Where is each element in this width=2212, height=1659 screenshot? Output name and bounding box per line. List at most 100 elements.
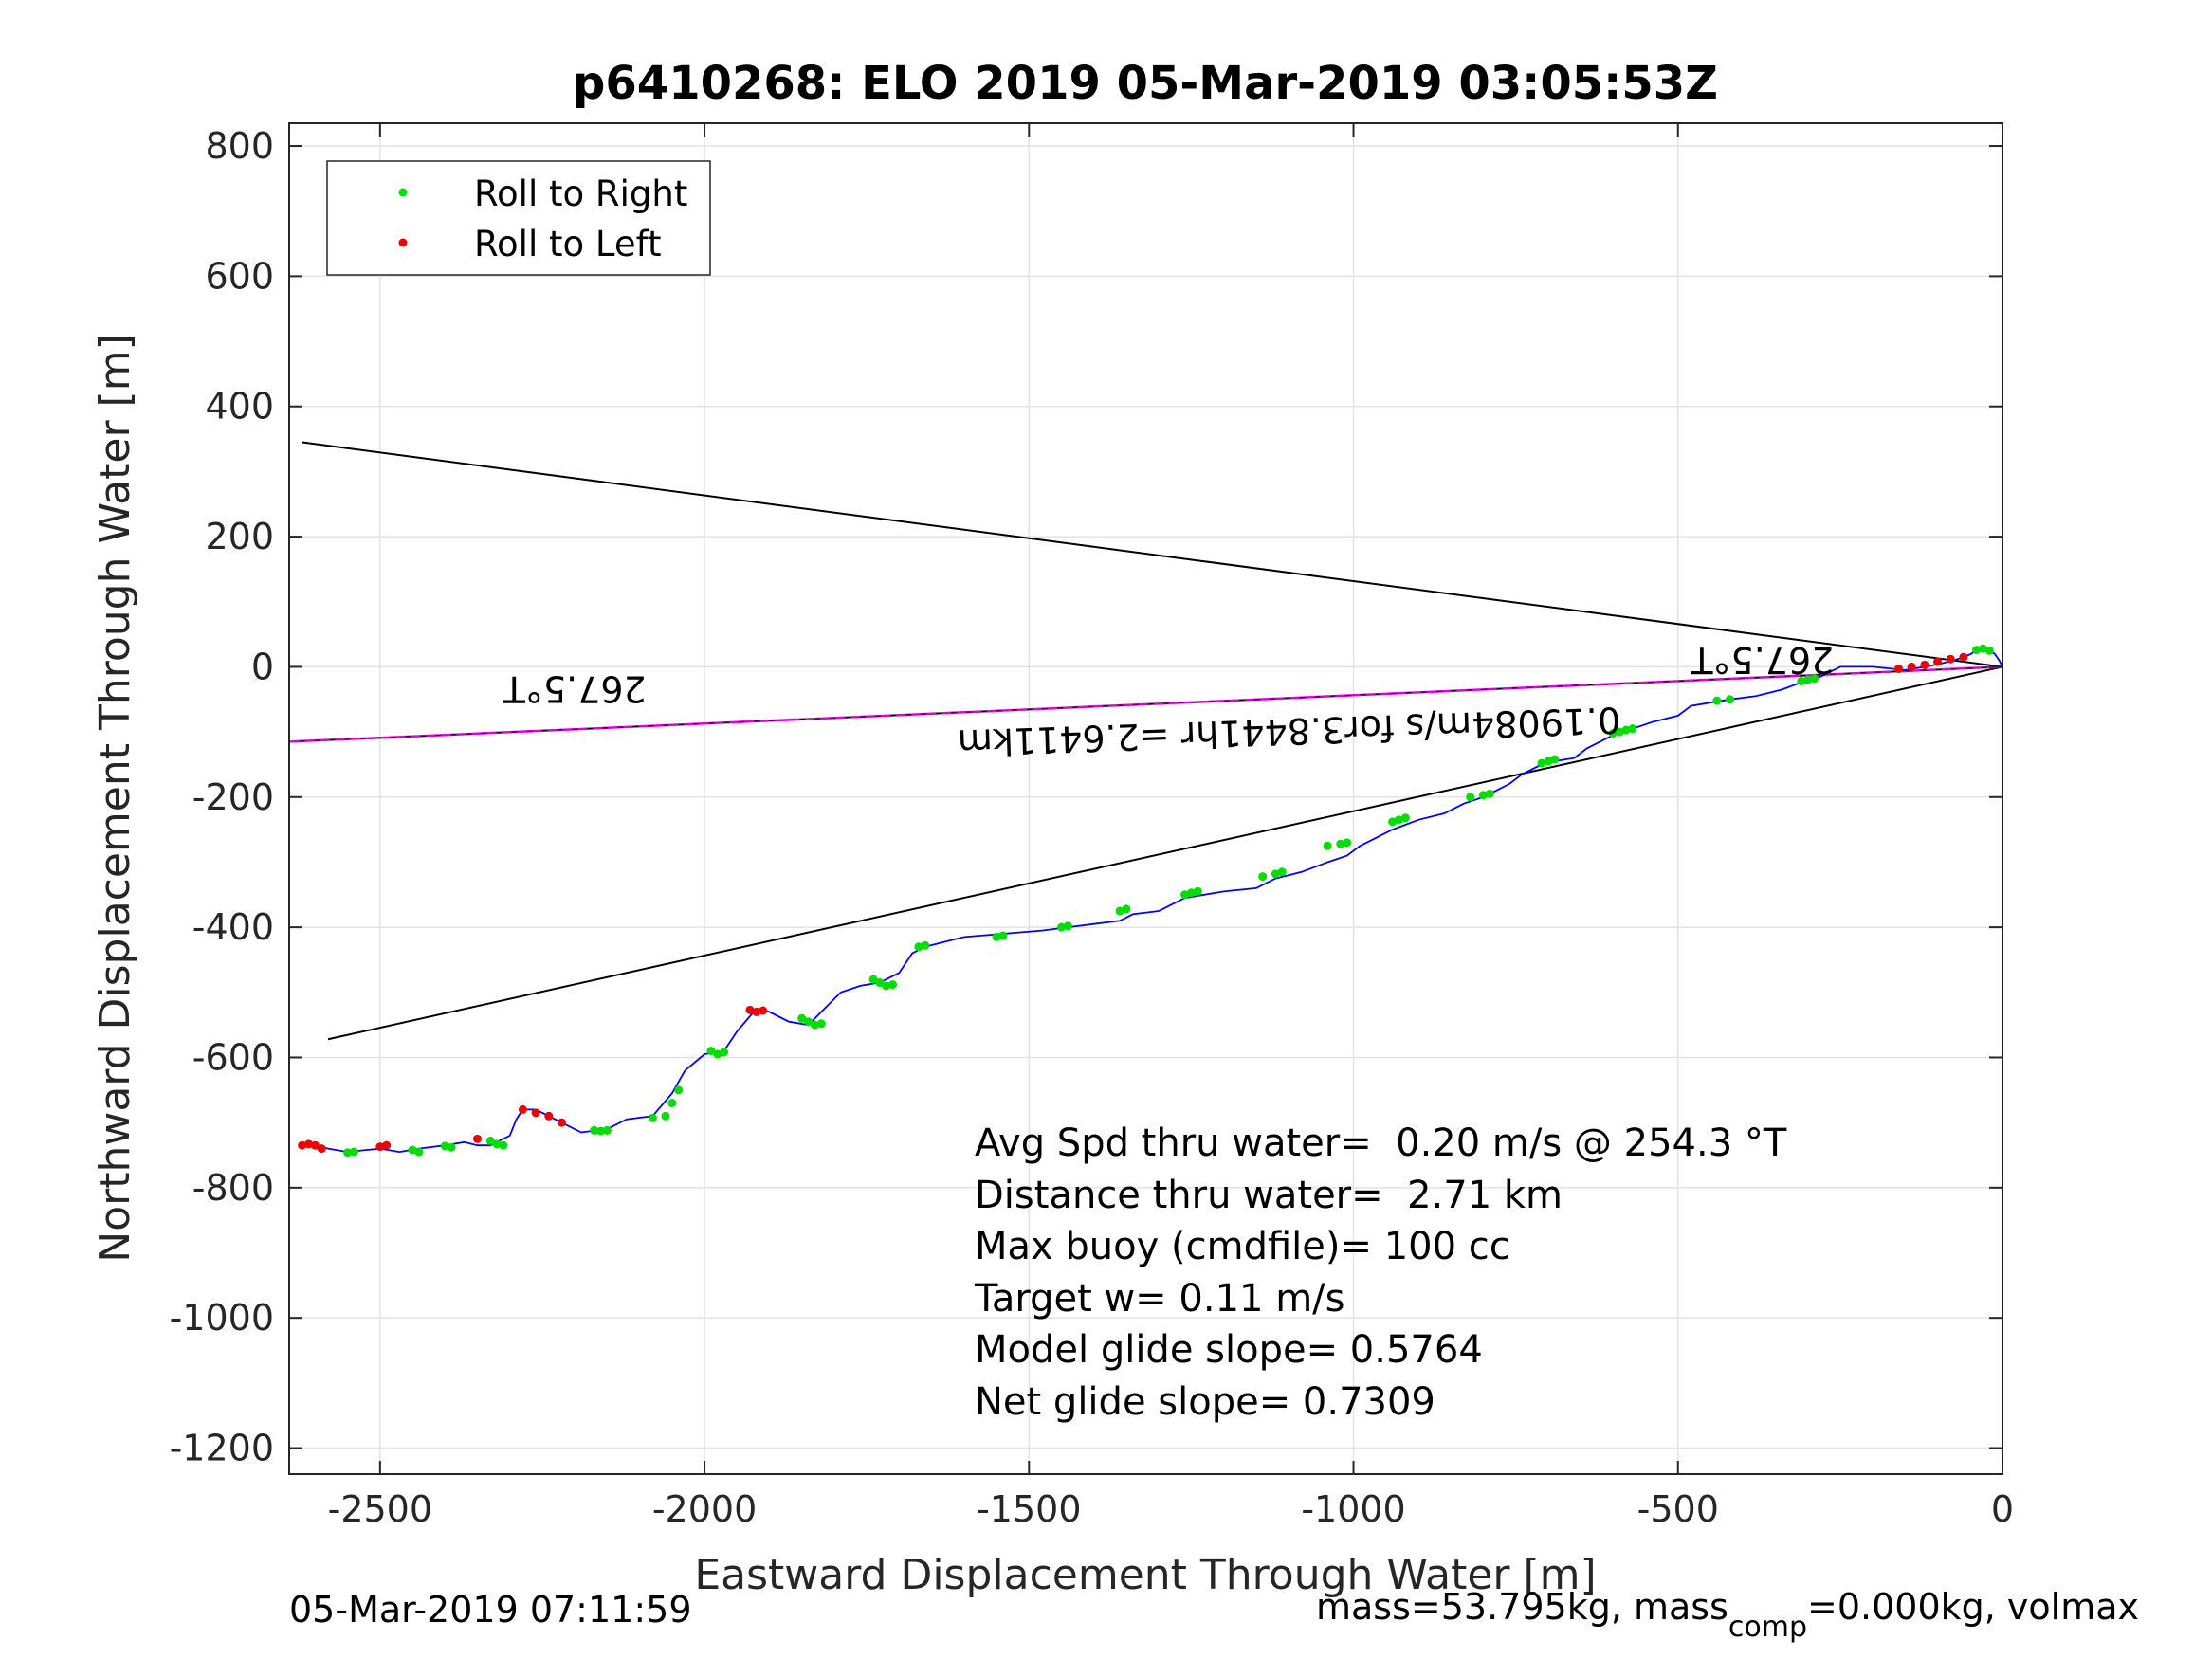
y-tick-label: 800 [205, 125, 274, 167]
roll-left-point [544, 1111, 554, 1121]
guide-lines [302, 441, 2003, 1041]
roll-right-point [882, 981, 891, 991]
plot-area [289, 123, 2002, 1474]
x-axis-title: Eastward Displacement Through Water [m] [694, 1551, 1596, 1599]
roll-right-point [667, 1099, 677, 1108]
roll-points [298, 644, 1994, 1158]
roll-right-point [1271, 869, 1280, 879]
stats-block: Avg Spd thru water= 0.20 m/s @ 254.3 °T … [974, 1121, 1787, 1424]
x-tick-label: -2500 [328, 1488, 432, 1530]
roll-right-point [1388, 817, 1398, 827]
roll-right-point [1803, 675, 1813, 684]
roll-right-point [1485, 789, 1494, 798]
roll-left-point [557, 1118, 566, 1127]
x-tick-label: -2000 [652, 1488, 757, 1530]
annotation-text: 267.5°T [503, 668, 647, 710]
roll-left-point [752, 1007, 761, 1016]
roll-left-point [310, 1140, 320, 1150]
roll-right-point [414, 1147, 424, 1157]
stat-target-w: Target w= 0.11 m/s [974, 1277, 1344, 1321]
roll-left-point [1946, 654, 1955, 664]
footer-mass-prefix: mass=53.795kg, mass [1316, 1586, 1728, 1628]
legend-marker-left [398, 238, 408, 247]
roll-right-point [492, 1139, 502, 1149]
current-vector-dash [288, 665, 2003, 742]
roll-right-point [1343, 838, 1352, 848]
roll-right-point [602, 1125, 612, 1135]
roll-right-point [1193, 886, 1202, 896]
roll-right-point [1544, 757, 1553, 766]
y-tick-label: 600 [205, 255, 274, 297]
roll-right-point [914, 942, 923, 952]
roll-right-point [485, 1136, 495, 1145]
roll-right-point [1478, 791, 1488, 800]
roll-right-point [1628, 724, 1637, 734]
roll-right-point [1537, 758, 1546, 768]
roll-right-point [1712, 696, 1722, 705]
roll-right-point [590, 1125, 599, 1135]
roll-right-point [868, 975, 878, 984]
stat-net-glide: Net glide slope= 0.7309 [975, 1380, 1435, 1424]
roll-right-point [1466, 793, 1475, 802]
roll-right-point [648, 1113, 657, 1122]
y-tick-label: -1200 [170, 1428, 274, 1469]
roll-right-point [1726, 695, 1735, 704]
stat-model-glide: Model glide slope= 0.5764 [975, 1328, 1483, 1372]
roll-right-point [1323, 841, 1332, 850]
roll-right-point [797, 1013, 807, 1023]
axis-ticks: -2500 -2000 -1500 -1000 -500 0 800 600 400 200 0 -2… [170, 123, 2014, 1530]
roll-right-point [349, 1147, 358, 1157]
roll-right-point [499, 1140, 508, 1150]
footer-timestamp: 05-Mar-2019 07:11:59 [289, 1589, 692, 1631]
roll-left-point [745, 1005, 755, 1014]
x-tick-label: -1000 [1301, 1488, 1405, 1530]
roll-right-point [720, 1048, 729, 1057]
x-tick-label: -1500 [977, 1488, 1081, 1530]
roll-right-point [1180, 890, 1190, 900]
footer-mass-suffix: =0.000kg, volmax [1807, 1586, 2139, 1628]
guide-line [327, 665, 2003, 1041]
roll-left-point [472, 1134, 482, 1143]
roll-right-point [1186, 888, 1196, 898]
roll-right-point [447, 1142, 456, 1152]
roll-right-point [1336, 839, 1345, 848]
roll-right-point [1122, 904, 1131, 914]
roll-right-point [1063, 921, 1072, 931]
roll-right-point [1978, 644, 1987, 653]
roll-right-point [875, 978, 885, 988]
plot-frame [288, 122, 2003, 1475]
footer-mass-sub: comp [1728, 1611, 1807, 1644]
roll-right-point [1394, 815, 1403, 825]
stat-avg-speed: Avg Spd thru water= 0.20 m/s @ 254.3 °T [975, 1121, 1787, 1165]
track-line [315, 647, 2003, 1154]
roll-right-point [661, 1111, 670, 1121]
roll-right-point [1615, 727, 1624, 737]
roll-right-point [706, 1047, 716, 1056]
stat-max-buoy: Max buoy (cmdfile)= 100 cc [975, 1225, 1510, 1268]
glider-track [315, 647, 2003, 1154]
roll-right-point [596, 1126, 606, 1136]
annotation-text: 267.5°T [1690, 639, 1834, 681]
y-axis-title: Northward Displacement Through Water [m] [91, 334, 139, 1262]
roll-right-point [1810, 674, 1819, 684]
roll-right-point [998, 931, 1008, 940]
current-line [288, 665, 2003, 743]
roll-left-point [1959, 652, 1968, 662]
roll-left-point [1920, 660, 1929, 669]
roll-right-point [816, 1019, 826, 1029]
y-tick-label: -400 [192, 906, 274, 948]
roll-right-point [810, 1020, 819, 1030]
legend-label-left: Roll to Left [474, 224, 662, 264]
y-tick-label: 0 [251, 646, 274, 687]
roll-right-point [1984, 646, 1994, 655]
y-tick-label: -200 [192, 776, 274, 818]
guide-line [302, 441, 2003, 668]
y-tick-label: 200 [205, 516, 274, 557]
roll-left-point [1893, 664, 1903, 673]
roll-right-point [713, 1049, 722, 1059]
roll-left-point [1907, 662, 1916, 671]
legend-box [326, 160, 711, 276]
roll-right-point [440, 1141, 449, 1151]
footer-mass: mass=53.795kg, masscomp=0.000kg, volmax [1316, 1586, 2139, 1644]
